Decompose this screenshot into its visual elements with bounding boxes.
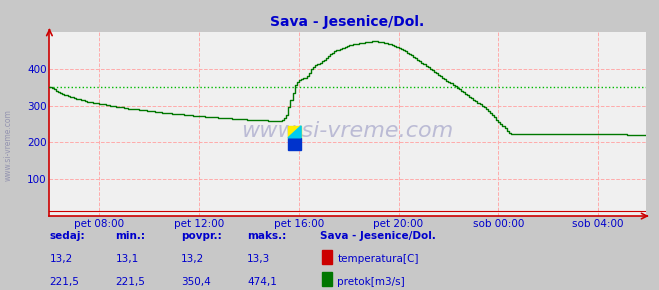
Text: temperatura[C]: temperatura[C] [337,254,419,264]
Title: Sava - Jesenice/Dol.: Sava - Jesenice/Dol. [270,15,425,29]
Bar [288,126,301,138]
Bar [288,138,301,150]
Text: www.si-vreme.com: www.si-vreme.com [3,109,13,181]
Text: sedaj:: sedaj: [49,231,85,241]
Text: 221,5: 221,5 [49,277,79,287]
Text: Sava - Jesenice/Dol.: Sava - Jesenice/Dol. [320,231,436,241]
Text: pretok[m3/s]: pretok[m3/s] [337,277,405,287]
Text: 13,3: 13,3 [247,254,270,264]
Text: 13,2: 13,2 [181,254,204,264]
Text: maks.:: maks.: [247,231,287,241]
Text: 221,5: 221,5 [115,277,145,287]
Text: povpr.:: povpr.: [181,231,222,241]
Text: www.si-vreme.com: www.si-vreme.com [241,121,454,141]
Text: 13,1: 13,1 [115,254,138,264]
Text: min.:: min.: [115,231,146,241]
Polygon shape [288,126,301,138]
Text: 350,4: 350,4 [181,277,211,287]
Text: 474,1: 474,1 [247,277,277,287]
Text: 13,2: 13,2 [49,254,72,264]
